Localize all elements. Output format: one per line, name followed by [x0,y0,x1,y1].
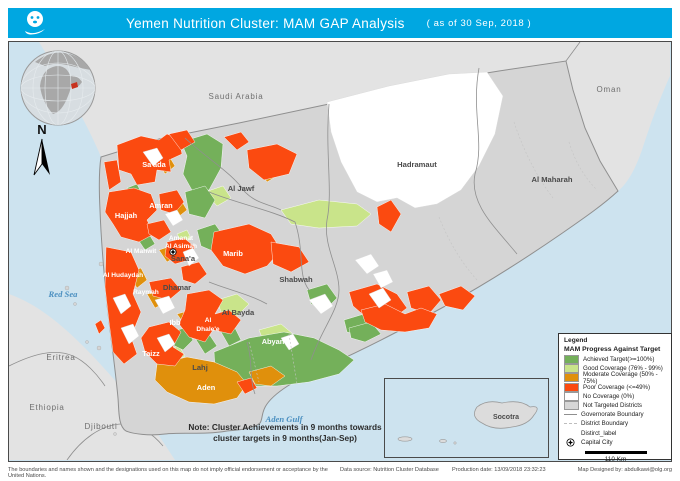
label-ibb: Ibb [169,318,181,327]
label-eritrea: Eritrea [46,353,75,362]
label-amanat-1: Amanat [169,235,194,242]
footer-production-date: Production date: 13/09/2018 23:32:23 [452,467,546,473]
yemen-map: N Saudi Arabia Oman Al Jawf Sa'ada Amran… [9,42,670,460]
scale-bar-line [584,450,647,455]
legend-governorate-boundary: Governorate Boundary [564,410,667,419]
label-al-hudaydah: Al Hudaydah [103,272,143,279]
footer-disclaimer: The boundaries and names shown and the d… [8,467,328,479]
governorate-line-symbol [564,414,577,416]
socotra-map: Socotra [397,401,538,445]
label-aden-gulf: Aden Gulf [264,414,303,424]
legend-item-moderate: Moderate Coverage (50% - 75%) [564,371,667,385]
legend-item-poor: Poor Coverage (<=49%) [564,382,667,392]
capital-city-symbol [566,438,575,447]
socotra-inset: Socotra [384,378,549,458]
district-patches-white-large [326,71,504,209]
label-saada: Sa'ada [142,160,166,169]
swatch-poor [564,382,579,392]
label-amran: Amran [149,201,173,210]
footer: The boundaries and names shown and the d… [8,467,672,479]
label-al-jawf: Al Jawf [228,184,255,193]
label-al-bayda: Al Bayda [222,308,255,317]
capital-city-marker [169,248,177,256]
map-canvas: N Saudi Arabia Oman Al Jawf Sa'ada Amran… [8,41,672,463]
legend-subtitle: MAM Progress Against Target [564,346,661,353]
map-labels: Saudi Arabia Oman Al Jawf Sa'ada Amran H… [29,85,622,431]
label-al-dhalee-1: Al [205,317,212,324]
label-hajjah: Hajjah [115,211,138,220]
label-shabwah: Shabwah [279,275,313,284]
swatch-achieved [564,355,579,365]
district-patches-nocoverage [112,147,394,353]
label-red-sea: Red Sea [48,289,79,299]
label-lahj: Lahj [192,363,208,372]
footer-data-source: Data source: Nutrition Cluster Database [340,467,439,473]
label-marib: Marib [223,249,243,258]
legend-item-nocoverage: No Coverage (0%) [564,391,667,401]
legend: Legend MAM Progress Against Target Achie… [558,333,672,463]
label-abyan: Abyan [262,337,285,346]
legend-district-boundary: District Boundary [564,419,667,428]
district-line-symbol [564,423,577,425]
page-title: Yemen Nutrition Cluster: MAM GAP Analysi… [126,15,405,31]
globe-inset [20,50,96,126]
label-djibouti: Djibouti [84,422,117,431]
north-arrow: N [33,122,50,176]
label-al-mahwit: Al Mahwit [126,248,158,255]
label-oman: Oman [597,85,622,94]
label-amanat-2: Al Asimah [165,243,197,250]
page-subtitle: ( as of 30 Sep, 2018 ) [426,17,532,29]
swatch-nottargeted [564,401,579,411]
label-raymah: Raymah [133,289,159,296]
swatch-nocoverage [564,391,579,401]
label-taizz: Taizz [142,349,160,358]
note-line1: Note: Cluster Achievements in 9 months t… [188,422,382,432]
legend-title: Legend [564,337,588,344]
label-al-dhalee-2: Dhale'e [196,326,220,333]
globe-yemen-marker [71,82,78,89]
legend-district-label: Distirct_label [581,429,617,437]
label-aden: Aden [197,383,216,392]
swatch-moderate [564,373,579,383]
district-patches-poor [94,129,476,395]
label-ethiopia: Ethiopia [29,403,64,412]
label-al-maharah: Al Maharah [532,175,573,184]
scale-bar: 110 Km [564,450,667,463]
legend-capital-city: Capital City [564,438,667,447]
map-note: Note: Cluster Achievements in 9 months t… [167,422,403,444]
label-sanaa: Sana'a [171,254,196,263]
legend-item-achieved: Achieved Target(>=100%) [564,355,667,365]
label-socotra: Socotra [493,414,519,421]
governorate-boundaries [184,67,598,395]
label-hadramaut: Hadramaut [397,160,437,169]
label-dhamar: Dhamar [163,283,191,292]
title-bar: Yemen Nutrition Cluster: MAM GAP Analysi… [8,8,672,38]
north-label: N [37,122,46,137]
scale-bar-label: 110 Km [604,455,627,463]
legend-item-good: Good Coverage (76% - 99%) [564,364,667,374]
note-line2: cluster targets in 9 months(Jan-Sep) [213,433,357,444]
label-saudi-arabia: Saudi Arabia [209,92,264,101]
swatch-good [564,364,579,374]
legend-item-nottargeted: Not Targeted Districts [564,401,667,411]
footer-designer: Map Designed by: abdulkawi@olg.org [577,467,672,473]
nutrition-cluster-logo [25,11,45,35]
islands [64,261,117,436]
